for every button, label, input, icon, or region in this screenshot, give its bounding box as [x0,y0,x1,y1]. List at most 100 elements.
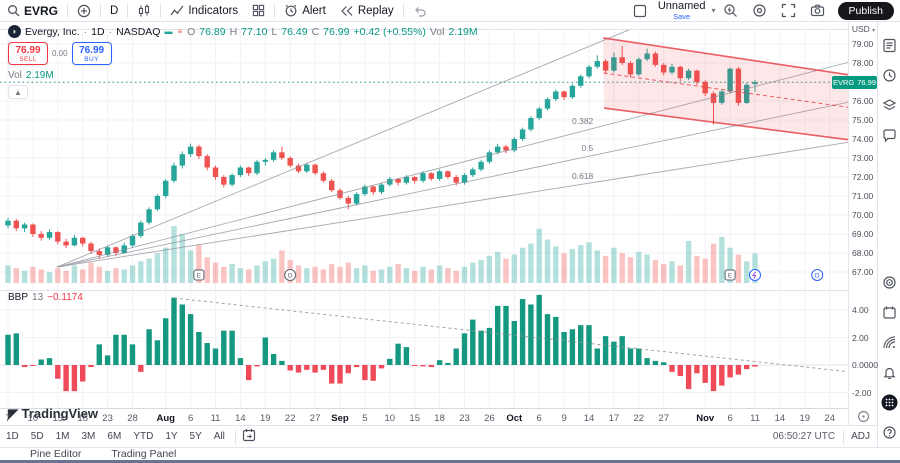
time-axis-label[interactable]: 18 [434,413,445,424]
time-axis-label[interactable]: 19 [260,413,271,424]
alerts-clock-icon[interactable] [878,60,900,90]
fullscreen-button[interactable] [774,0,803,22]
legend-collapse-button[interactable]: ▲ [8,85,28,99]
time-axis-label[interactable]: Aug [156,413,175,424]
time-axis-label[interactable]: 10 [28,413,39,424]
tab-pine-editor[interactable]: Pine Editor [30,448,82,460]
toolbar-separator [274,3,276,18]
bbp-legend[interactable]: BBP 13 −0.1174 [8,292,83,303]
time-axis-label[interactable]: 19 [800,413,811,424]
time-axis-label[interactable]: 22 [285,413,296,424]
currency-selector[interactable]: USD ▾ [849,24,878,34]
time-axis-label[interactable]: 14 [775,413,786,424]
hotlist-icon[interactable] [878,267,900,297]
range-button-ytd[interactable]: YTD [133,431,154,442]
time-axis-label[interactable]: 6 [727,413,732,424]
bell-icon[interactable] [878,357,900,387]
alert-button[interactable]: Alert [277,0,333,22]
range-button-1d[interactable]: 1D [6,431,19,442]
time-axis-label[interactable]: 22 [634,413,645,424]
time-axis-label[interactable]: 10 [385,413,396,424]
indicator-templates-button[interactable] [245,0,272,22]
publish-button[interactable]: Publish [837,1,894,20]
range-button-3m[interactable]: 3M [81,431,96,442]
candle-body [661,64,667,73]
layout-name-button[interactable]: Unnamed Save [654,0,710,21]
time-axis-label[interactable]: 11 [211,413,221,424]
legend-main-row[interactable]: ◗ Evergy, Inc. · 1D · NASDAQ ▬ ≡ O 76.89 … [8,25,478,38]
save-label[interactable]: Save [673,11,691,21]
time-axis-label[interactable]: 15 [409,413,420,424]
axis-settings-icon[interactable] [857,410,870,425]
range-button-1y[interactable]: 1Y [165,431,178,442]
time-axis-label[interactable]: 15 [53,413,64,424]
time-axis-label[interactable]: Sep [331,413,349,424]
price-axis[interactable]: USD ▾ EVRG 76.99 79.00 78.00 76.00 75.00 74.… [832,22,878,425]
undo-button[interactable] [406,0,434,22]
ideas-icon[interactable] [878,327,900,357]
time-axis-label[interactable]: 27 [310,413,321,424]
calendar-icon[interactable] [878,297,900,327]
fib-fan-line [56,62,848,268]
buy-button[interactable]: 76.99 BUY [71,42,112,65]
layers-icon[interactable] [878,90,900,120]
time-axis-label[interactable]: 27 [658,413,669,424]
range-button-1m[interactable]: 1M [55,431,70,442]
time-axis-label[interactable]: 28 [127,413,138,424]
time-axis-label[interactable]: 26 [484,413,495,424]
symbol-search-button[interactable]: EVRG [0,0,65,22]
time-axis-label[interactable]: 23 [102,413,113,424]
candle-body [96,251,102,255]
goto-date-button[interactable] [234,429,262,444]
chart-settings-button[interactable] [745,0,774,22]
time-axis-label[interactable]: 23 [459,413,470,424]
volume-bar [478,259,484,283]
bbp-bar [312,365,318,373]
replay-label: Replay [357,4,394,17]
compare-button[interactable] [70,0,98,22]
alert-clock-icon [284,4,298,18]
tab-trading-panel[interactable]: Trading Panel [111,448,177,460]
range-button-6m[interactable]: 6M [107,431,122,442]
bbp-bar [287,365,293,371]
chat-icon[interactable] [878,120,900,150]
watchlist-icon[interactable] [878,30,900,60]
time-axis-label[interactable]: Nov [696,413,715,424]
range-button-5d[interactable]: 5D [30,431,44,442]
help-icon[interactable] [878,417,900,447]
replay-button[interactable]: Replay [333,0,401,22]
bbp-bar [727,365,733,378]
snapshot-button[interactable] [803,0,832,22]
time-axis-label[interactable]: 9 [561,413,566,424]
indicators-button[interactable]: Indicators [163,0,245,22]
apps-icon[interactable] [878,387,900,417]
quick-search-button[interactable] [716,0,745,22]
bbp-bar [735,365,742,375]
utc-clock[interactable]: 06:50:27 UTC [772,431,836,442]
time-axis-label[interactable]: 14 [235,413,246,424]
time-axis-label[interactable]: 5 [362,413,367,424]
chart-style-button[interactable] [130,0,158,22]
time-axis-label[interactable]: 6 [537,413,542,424]
time-axis-label[interactable]: 7 [5,413,10,424]
volume-bar [345,262,351,283]
time-axis-label[interactable]: Oct [506,413,523,424]
sell-button[interactable]: 76.99 SELL [8,42,48,65]
price-axis-label: 69.00 [852,229,874,239]
time-axis-label[interactable]: 17 [609,413,620,424]
time-axis-label[interactable]: 11 [750,413,760,424]
range-button-5y[interactable]: 5Y [189,431,202,442]
caret-down-icon[interactable]: ▾ [711,6,716,15]
interval-button[interactable]: D [103,0,125,22]
adj-toggle[interactable]: ADJ [843,429,877,444]
time-axis-label[interactable]: 24 [824,413,835,424]
layout-button[interactable] [626,0,654,22]
time-axis-label[interactable]: 18 [77,413,88,424]
volume-legend[interactable]: Vol 2.19M [8,70,478,81]
bbp-bar [436,360,443,365]
range-button-all[interactable]: All [213,431,225,442]
volume-bar [96,266,102,283]
time-axis-label[interactable]: 6 [188,413,193,424]
time-axis-label[interactable]: 14 [584,413,595,424]
